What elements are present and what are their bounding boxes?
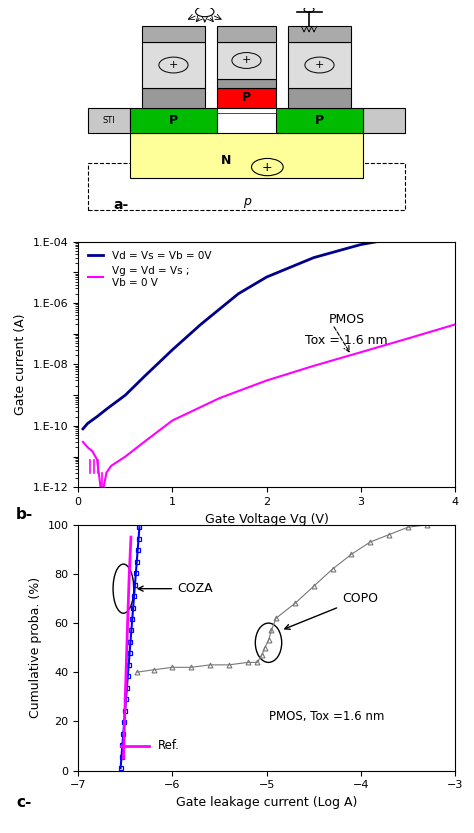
Polygon shape (142, 27, 205, 42)
Legend: Vd = Vs = Vb = 0V, Vg = Vd = Vs ;
Vb = 0 V: Vd = Vs = Vb = 0V, Vg = Vd = Vs ; Vb = 0… (83, 247, 215, 292)
Text: COZA: COZA (138, 582, 213, 596)
Polygon shape (217, 108, 276, 112)
Text: Ref.: Ref. (158, 740, 180, 752)
Polygon shape (288, 87, 351, 108)
Text: P: P (169, 114, 178, 127)
Text: p: p (243, 195, 250, 207)
Text: P: P (242, 92, 251, 104)
Polygon shape (288, 42, 351, 87)
Polygon shape (363, 108, 405, 133)
Text: +: + (262, 161, 273, 173)
X-axis label: Gate leakage current (Log A): Gate leakage current (Log A) (176, 796, 357, 809)
Y-axis label: Cumulative proba. (%): Cumulative proba. (%) (29, 577, 42, 718)
Polygon shape (142, 87, 205, 108)
Text: Tox = 1.6 nm: Tox = 1.6 nm (305, 334, 388, 347)
Polygon shape (217, 78, 276, 87)
Polygon shape (130, 133, 363, 178)
Text: a-: a- (114, 198, 129, 212)
Polygon shape (142, 42, 205, 87)
X-axis label: Gate Voltage Vg (V): Gate Voltage Vg (V) (205, 512, 328, 526)
Text: +: + (242, 56, 251, 66)
Text: P: P (315, 114, 324, 127)
Y-axis label: Gate current (A): Gate current (A) (14, 314, 27, 415)
Polygon shape (217, 87, 276, 108)
Polygon shape (88, 108, 130, 133)
Text: +: + (315, 60, 324, 70)
Text: PMOS: PMOS (328, 312, 365, 326)
Polygon shape (217, 42, 276, 78)
Text: b-: b- (16, 507, 33, 522)
Polygon shape (288, 27, 351, 42)
Text: N: N (220, 154, 231, 167)
Polygon shape (276, 108, 363, 133)
Text: PMOS, Tox =1.6 nm: PMOS, Tox =1.6 nm (269, 710, 384, 723)
Polygon shape (130, 108, 217, 133)
Text: STI: STI (102, 116, 115, 125)
Text: +: + (169, 60, 178, 70)
Text: c-: c- (16, 796, 31, 811)
Polygon shape (217, 27, 276, 42)
Text: COPO: COPO (285, 592, 378, 629)
